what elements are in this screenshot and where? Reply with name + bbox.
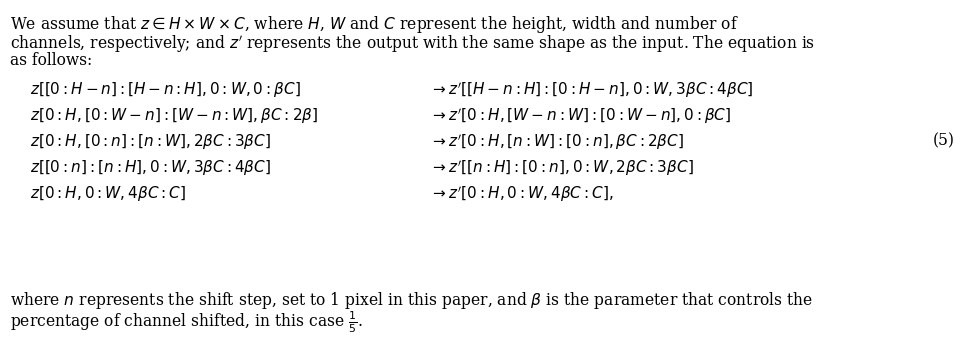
Text: $z[[0:n]:[n:H],0:W,3\beta C:4\beta C]$: $z[[0:n]:[n:H],0:W,3\beta C:4\beta C]$ — [30, 158, 271, 177]
Text: $\rightarrow z'[0:H,[n:W]:[0:n],\beta C:2\beta C]$: $\rightarrow z'[0:H,[n:W]:[0:n],\beta C:… — [430, 132, 684, 152]
Text: $\rightarrow z'[[H-n:H]:[0:H-n],0:W,3\beta C:4\beta C]$: $\rightarrow z'[[H-n:H]:[0:H-n],0:W,3\be… — [430, 80, 754, 100]
Text: (5): (5) — [933, 132, 955, 149]
Text: $z[[0:H-n]:[H-n:H],0:W,0:\beta C]$: $z[[0:H-n]:[H-n:H],0:W,0:\beta C]$ — [30, 80, 301, 99]
Text: as follows:: as follows: — [10, 52, 92, 69]
Text: $z[0:H,[0:n]:[n:W],2\beta C:3\beta C]$: $z[0:H,[0:n]:[n:W],2\beta C:3\beta C]$ — [30, 132, 271, 151]
Text: $\rightarrow z'[0:H,[W-n:W]:[0:W-n],0:\beta C]$: $\rightarrow z'[0:H,[W-n:W]:[0:W-n],0:\b… — [430, 106, 731, 126]
Text: channels, respectively; and $z'$ represents the output with the same shape as th: channels, respectively; and $z'$ represe… — [10, 33, 815, 54]
Text: percentage of channel shifted, in this case $\frac{1}{5}$.: percentage of channel shifted, in this c… — [10, 309, 363, 335]
Text: $\rightarrow z'[0:H,0:W,4\beta C:C],$: $\rightarrow z'[0:H,0:W,4\beta C:C],$ — [430, 184, 613, 204]
Text: We assume that $z \in H \times W \times C$, where $H$, $W$ and $C$ represent the: We assume that $z \in H \times W \times … — [10, 14, 739, 35]
Text: $z[0:H,[0:W-n]:[W-n:W],\beta C:2\beta]$: $z[0:H,[0:W-n]:[W-n:W],\beta C:2\beta]$ — [30, 106, 319, 125]
Text: $z[0:H,0:W,4\beta C:C]$: $z[0:H,0:W,4\beta C:C]$ — [30, 184, 186, 203]
Text: $\rightarrow z'[[n:H]:[0:n],0:W,2\beta C:3\beta C]$: $\rightarrow z'[[n:H]:[0:n],0:W,2\beta C… — [430, 158, 694, 178]
Text: where $n$ represents the shift step, set to 1 pixel in this paper, and $\beta$ i: where $n$ represents the shift step, set… — [10, 290, 813, 311]
